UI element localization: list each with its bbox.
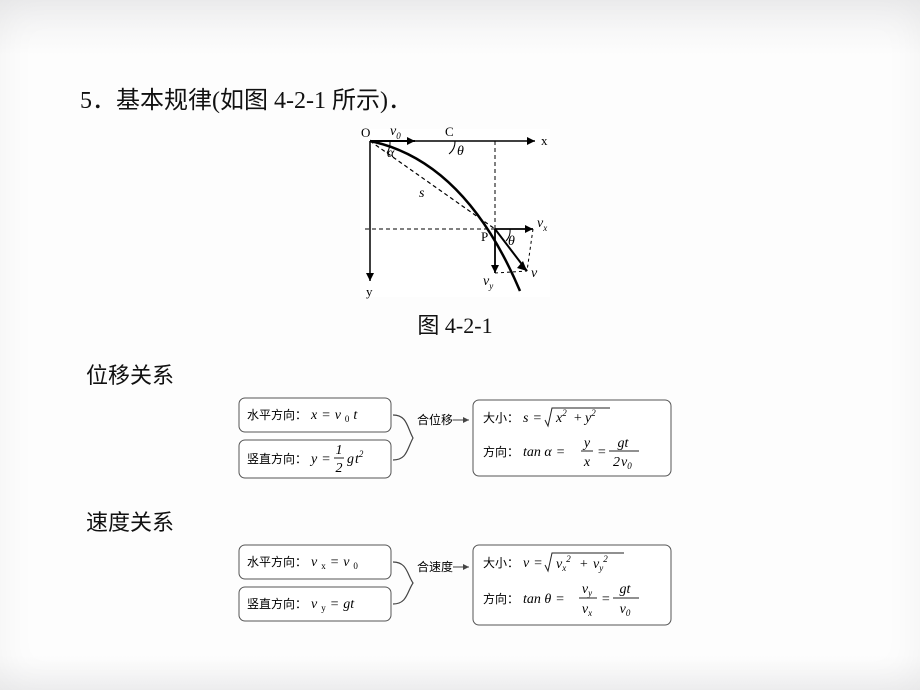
- vel-block-wrap: 合速度 水平方向： v x = v 0 竖直方向： v y = gt: [80, 541, 830, 634]
- problem-title: 5．基本规律(如图 4-2-1 所示)．: [80, 80, 830, 115]
- fig-label-theta2: θ: [508, 234, 515, 249]
- svg-text:g: g: [347, 452, 354, 467]
- fig-label-s: s: [419, 186, 425, 201]
- fig-label-C: C: [445, 124, 454, 139]
- disp-hy: 竖直方向： y =: [247, 450, 331, 467]
- fig-label-y: y: [366, 284, 373, 299]
- vel-r1: 大小： v =: [483, 554, 543, 571]
- fig-label-O: O: [361, 125, 370, 140]
- fig-label-x: x: [541, 133, 548, 148]
- svg-text:gt: gt: [618, 436, 630, 451]
- svg-text:gt: gt: [620, 582, 632, 597]
- fig-label-v: v: [531, 266, 538, 281]
- fig-label-P: P: [481, 229, 488, 244]
- fig-label-theta1: θ: [457, 144, 464, 159]
- svg-text:y: y: [582, 436, 591, 451]
- vel-block-svg: 合速度 水平方向： v x = v 0 竖直方向： v y = gt: [235, 541, 675, 629]
- disp-block-wrap: 合位移 水平方向： x = v 0 t 竖直方向： y = 1 2: [80, 394, 830, 487]
- figure-caption: 图 4-2-1: [80, 308, 830, 340]
- section-displacement: 位移关系: [86, 358, 830, 390]
- projectile-diagram: O C x y v0 α θ s P θ vx vy v: [345, 121, 565, 301]
- svg-text:2: 2: [336, 461, 343, 476]
- section-velocity: 速度关系: [86, 505, 830, 537]
- title-number: 5．: [80, 88, 116, 114]
- title-text-b: 所示)．: [332, 88, 412, 114]
- svg-text:+: +: [573, 411, 582, 426]
- fig-label-alpha: α: [387, 146, 395, 161]
- vel-r2: 方向： tan θ =: [483, 590, 565, 607]
- disp-r2: 方向： tan α =: [483, 443, 565, 460]
- svg-text:+: +: [579, 557, 588, 572]
- svg-text:2: 2: [613, 455, 620, 470]
- title-figref: 4-2-1: [268, 88, 332, 114]
- vel-brace-label: 合速度: [417, 559, 453, 574]
- svg-text:=: =: [601, 592, 610, 607]
- page: 5．基本规律(如图 4-2-1 所示)．: [0, 0, 920, 690]
- title-text-a: 基本规律(如图: [116, 88, 268, 114]
- caption-num: 4-2-1: [439, 313, 492, 338]
- figure-wrap: O C x y v0 α θ s P θ vx vy v 图 4-2-1: [80, 121, 830, 340]
- disp-block-svg: 合位移 水平方向： x = v 0 t 竖直方向： y = 1 2: [235, 394, 675, 482]
- caption-cn: 图: [417, 313, 439, 338]
- svg-text:=: =: [597, 445, 606, 460]
- svg-text:x: x: [583, 455, 591, 470]
- disp-brace-label: 合位移: [417, 412, 453, 427]
- svg-text:1: 1: [336, 443, 343, 458]
- fig-label-v0: v0: [390, 124, 401, 141]
- disp-r1: 大小： s =: [483, 409, 542, 426]
